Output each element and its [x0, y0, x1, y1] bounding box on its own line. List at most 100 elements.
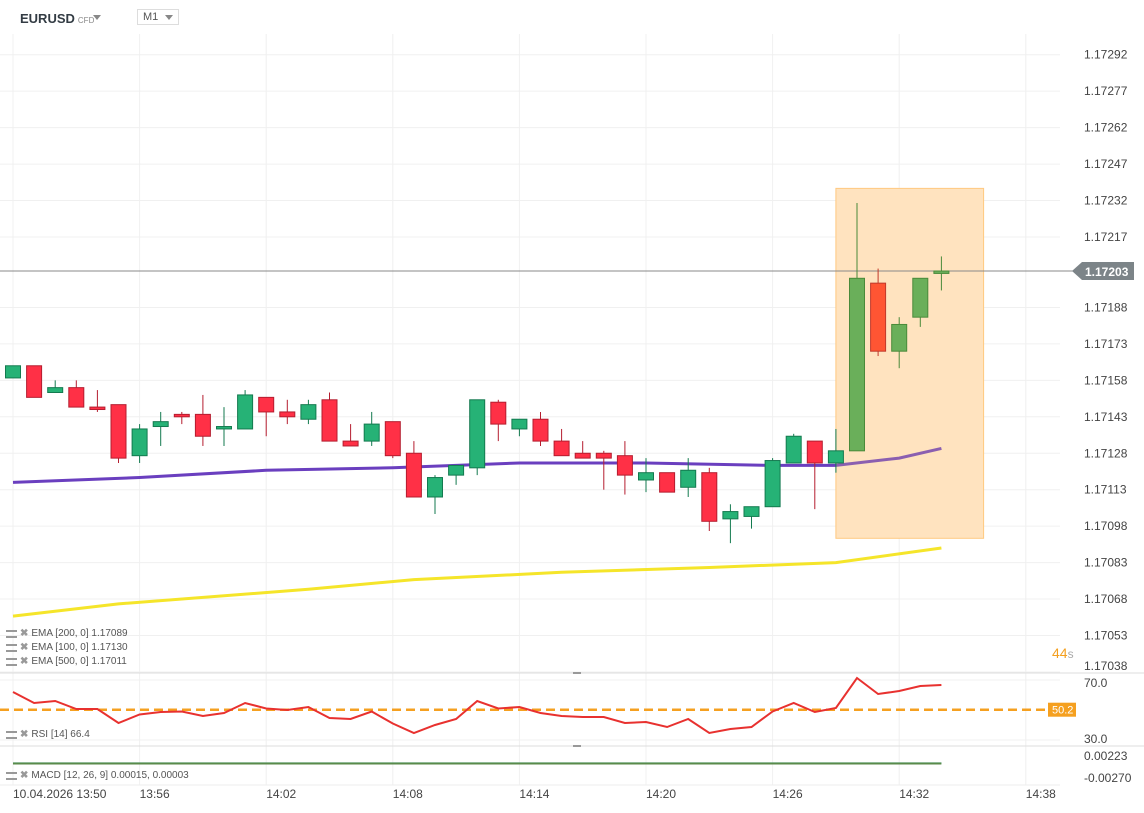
- panel-resize-handle[interactable]: [573, 745, 581, 747]
- time-axis-label: 14:02: [266, 787, 296, 801]
- candle-bullish[interactable]: [891, 323, 908, 352]
- candle-bullish[interactable]: [427, 477, 443, 498]
- candle-bearish[interactable]: [384, 421, 401, 457]
- price-axis-label: 1.17262: [1084, 121, 1128, 135]
- candle-bearish[interactable]: [616, 455, 633, 476]
- price-axis-label: 1.17098: [1084, 519, 1128, 533]
- candle-bullish[interactable]: [448, 464, 465, 476]
- settings-icon[interactable]: [6, 643, 17, 652]
- price-axis-label: 1.17232: [1084, 194, 1128, 208]
- price-axis-label: 1.17068: [1084, 592, 1128, 606]
- candle-bullish[interactable]: [363, 423, 380, 442]
- time-axis-label: 14:32: [899, 787, 929, 801]
- candle-bullish[interactable]: [785, 435, 802, 464]
- candle-bearish[interactable]: [258, 396, 275, 413]
- indicator-legend-rsi: ✖ RSI [14] 66.4: [6, 729, 90, 740]
- close-icon[interactable]: ✖: [20, 729, 29, 740]
- chevron-down-icon[interactable]: [93, 15, 101, 20]
- indicator-legend-macd: ✖ MACD [12, 26, 9] 0.00015, 0.00003: [6, 770, 189, 781]
- indicator-label: MACD [12, 26, 9] 0.00015, 0.00003: [31, 770, 189, 781]
- timeframe-dropdown[interactable]: M1: [137, 9, 179, 25]
- candle-bearish[interactable]: [806, 440, 823, 464]
- indicator-label: EMA [500, 0] 1.17011: [31, 656, 127, 667]
- candle-bullish[interactable]: [469, 399, 486, 469]
- settings-icon[interactable]: [6, 629, 17, 638]
- candle-bearish[interactable]: [173, 413, 190, 418]
- candle-bearish[interactable]: [279, 411, 296, 418]
- rsi-axis-label: 30.0: [1084, 732, 1108, 746]
- candle-bullish[interactable]: [680, 469, 697, 488]
- time-axis-label: 14:08: [393, 787, 423, 801]
- candle-bearish[interactable]: [89, 406, 106, 411]
- instrument-type: CFD: [77, 16, 95, 25]
- candle-bearish[interactable]: [321, 399, 338, 442]
- highlight-rectangle-drawing[interactable]: [835, 187, 985, 539]
- candle-bearish[interactable]: [574, 452, 591, 459]
- time-axis-label: 13:56: [140, 787, 170, 801]
- candle-bearish[interactable]: [26, 365, 43, 398]
- candle-bearish[interactable]: [659, 472, 676, 493]
- indicator-legend-ema200: ✖ EMA [200, 0] 1.17089: [6, 628, 128, 639]
- indicator-label: EMA [100, 0] 1.17130: [31, 642, 128, 653]
- candle-bullish[interactable]: [933, 270, 950, 274]
- candle-bullish[interactable]: [131, 428, 148, 457]
- candle-bullish[interactable]: [47, 387, 64, 394]
- candle-bearish[interactable]: [870, 282, 887, 352]
- candle-bullish[interactable]: [743, 506, 760, 517]
- macd-axis-label: -0.00270: [1084, 771, 1132, 785]
- time-axis-label: 10.04.2026 13:50: [13, 787, 107, 801]
- candle-bearish[interactable]: [405, 452, 422, 498]
- close-icon[interactable]: ✖: [20, 770, 29, 781]
- price-axis-label: 1.17292: [1084, 48, 1128, 62]
- candle-bullish[interactable]: [216, 426, 232, 430]
- candle-bearish[interactable]: [553, 440, 570, 457]
- close-icon[interactable]: ✖: [20, 628, 29, 639]
- candle-bearish[interactable]: [68, 387, 85, 408]
- price-axis-label: 1.17053: [1084, 629, 1128, 643]
- current-price-label: 1.17203: [1085, 265, 1129, 279]
- time-axis-label: 14:20: [646, 787, 676, 801]
- price-axis-label: 1.17038: [1084, 659, 1128, 673]
- symbol-selector[interactable]: EURUSD CFD: [20, 11, 94, 26]
- candle-bearish[interactable]: [490, 401, 507, 425]
- close-icon[interactable]: ✖: [20, 656, 29, 667]
- price-axis-label: 1.17217: [1084, 230, 1128, 244]
- candle-bullish[interactable]: [511, 418, 528, 430]
- indicator-label: RSI [14] 66.4: [31, 729, 90, 740]
- candle-bearish[interactable]: [701, 472, 718, 522]
- current-price-tag: [1072, 262, 1134, 280]
- candle-bullish[interactable]: [638, 472, 654, 481]
- candle-bullish[interactable]: [5, 365, 21, 379]
- candle-bearish[interactable]: [194, 413, 211, 437]
- candle-bullish[interactable]: [237, 394, 254, 430]
- candle-bullish[interactable]: [764, 460, 781, 508]
- candle-bearish[interactable]: [532, 418, 549, 442]
- candle-bearish[interactable]: [595, 452, 612, 459]
- close-icon[interactable]: ✖: [20, 642, 29, 653]
- time-axis-label: 14:38: [1026, 787, 1056, 801]
- indicator-label: EMA [200, 0] 1.17089: [31, 628, 128, 639]
- indicator-legend-ema100: ✖ EMA [100, 0] 1.17130: [6, 642, 128, 653]
- indicator-legend-ema500: ✖ EMA [500, 0] 1.17011: [6, 656, 127, 667]
- price-axis-label: 1.17277: [1084, 84, 1128, 98]
- candle-bullish[interactable]: [827, 450, 844, 464]
- candle-bullish[interactable]: [300, 404, 317, 420]
- candle-bullish[interactable]: [849, 277, 865, 452]
- candle-countdown: 44s: [1052, 645, 1074, 661]
- settings-icon[interactable]: [6, 730, 17, 739]
- time-axis-label: 14:14: [519, 787, 549, 801]
- panel-resize-handle[interactable]: [573, 672, 581, 674]
- settings-icon[interactable]: [6, 657, 17, 666]
- candle-bullish[interactable]: [722, 511, 739, 520]
- rsi-level-label: 50.2: [1052, 705, 1073, 717]
- candle-bullish[interactable]: [152, 421, 169, 428]
- chevron-down-icon: [165, 15, 173, 20]
- settings-icon[interactable]: [6, 771, 17, 780]
- time-axis-label: 14:26: [773, 787, 803, 801]
- candle-bearish[interactable]: [342, 440, 359, 447]
- price-axis-label: 1.17188: [1084, 300, 1128, 314]
- candle-bullish[interactable]: [912, 277, 929, 318]
- ema100-line-highlighted: [835, 446, 942, 467]
- candle-bearish[interactable]: [110, 404, 127, 459]
